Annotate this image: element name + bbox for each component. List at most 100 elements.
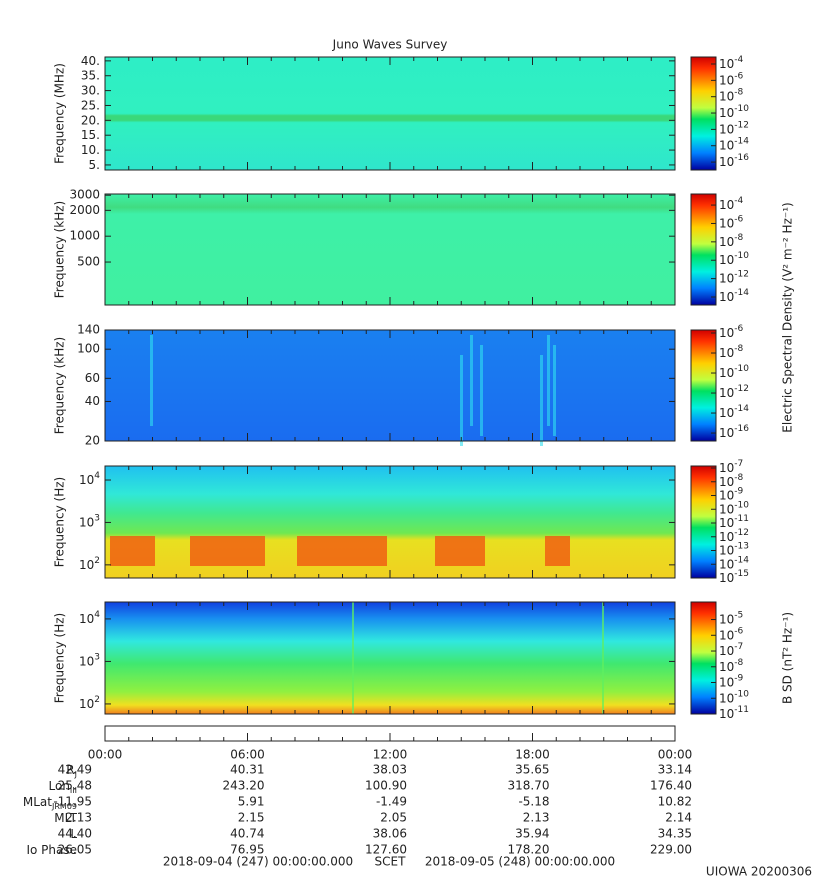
colorbar bbox=[690, 193, 717, 306]
y-tick-label: 100 bbox=[77, 342, 100, 356]
ephemeris-name-base: MLT bbox=[54, 811, 77, 825]
y-tick-label: 20. bbox=[81, 113, 100, 127]
y-tick-label-base: 10 bbox=[79, 557, 94, 571]
colorbar-tick-label-base: 10 bbox=[719, 691, 734, 705]
y-tick-label: 15. bbox=[81, 128, 100, 142]
y-tick-label: 40. bbox=[81, 53, 100, 67]
y-tick-label: 104 bbox=[79, 471, 100, 487]
y-tick-label-base: 25. bbox=[81, 98, 100, 112]
colorbar-tick-label-sup: -15 bbox=[734, 569, 749, 579]
colorbar-label: Electric Spectral Density (V² m⁻² Hz⁻¹) bbox=[781, 202, 795, 432]
y-tick-label: 103 bbox=[79, 513, 100, 529]
colorbar-tick-label-base: 10 bbox=[719, 386, 734, 400]
colorbar bbox=[690, 329, 717, 442]
colorbar-tick-label-base: 10 bbox=[719, 122, 734, 136]
colorbar-tick-label-sup: -8 bbox=[734, 232, 743, 242]
colorbar-tick-label-base: 10 bbox=[719, 346, 734, 360]
ephemeris-value: 2.13 bbox=[65, 811, 92, 825]
emission-spike bbox=[352, 602, 354, 714]
y-tick-label: 140 bbox=[77, 323, 100, 337]
colorbar-tick-label: 10-14 bbox=[719, 136, 749, 152]
ephemeris-value: 35.65 bbox=[515, 763, 549, 777]
colorbar-tick-label-sup: -6 bbox=[734, 71, 743, 81]
colorbar-tick-label-base: 10 bbox=[719, 516, 734, 530]
colorbar-tick-label-sup: -16 bbox=[734, 153, 749, 163]
y-tick-label: 1000 bbox=[69, 229, 100, 243]
emission-streak bbox=[540, 355, 543, 446]
colorbar-tick-label: 10-4 bbox=[719, 55, 744, 71]
colorbar-tick-label: 10-8 bbox=[719, 87, 744, 103]
colorbar-tick-label-base: 10 bbox=[719, 290, 734, 304]
y-tick-label-base: 15. bbox=[81, 128, 100, 142]
ephemeris-name-base: R bbox=[66, 763, 74, 777]
y-tick-label-base: 35. bbox=[81, 68, 100, 82]
x-tick-label: 00:00 bbox=[88, 748, 123, 762]
y-tick-label: 35. bbox=[81, 68, 100, 82]
colorbar-tick-label-sup: -5 bbox=[734, 610, 743, 620]
colorbar-tick-label-sup: -8 bbox=[734, 657, 743, 667]
y-tick-label: 10. bbox=[81, 143, 100, 157]
emission-streak bbox=[480, 345, 483, 436]
colorbar-tick-label: 10-15 bbox=[719, 569, 749, 585]
emission-band bbox=[545, 536, 570, 566]
colorbar-tick-label-sup: -7 bbox=[734, 642, 743, 652]
ephemeris-value: 40.31 bbox=[230, 763, 264, 777]
y-tick-label-base: 5. bbox=[89, 157, 100, 171]
colorbar-tick-label-sup: -10 bbox=[734, 364, 749, 374]
ephemeris-value: 34.35 bbox=[658, 827, 692, 841]
colorbar-tick-label-base: 10 bbox=[719, 138, 734, 152]
emission-band bbox=[297, 536, 387, 566]
colorbar-tick-label-sup: -4 bbox=[734, 196, 743, 206]
colorbar-tick-label: 10-11 bbox=[719, 514, 749, 530]
y-tick-label: 5. bbox=[89, 157, 100, 171]
ephemeris-value: -1.49 bbox=[376, 795, 407, 809]
spectrogram-image bbox=[105, 330, 675, 441]
y-tick-label: 104 bbox=[79, 609, 100, 625]
y-tick-label: 2000 bbox=[69, 203, 100, 217]
footer-scet: SCET bbox=[375, 855, 407, 869]
spectrogram-image bbox=[105, 602, 675, 714]
ephemeris-name: MLatJRM09 bbox=[23, 795, 77, 812]
y-tick-label: 500 bbox=[77, 255, 100, 269]
x-tick-label: 00:00 bbox=[658, 748, 693, 762]
emission-streak bbox=[460, 355, 463, 446]
colorbar-tick-label: 10-8 bbox=[719, 657, 744, 673]
emission-spike bbox=[602, 602, 604, 714]
colorbar-tick-label-sup: -12 bbox=[734, 269, 749, 279]
colorbar-tick-label-base: 10 bbox=[719, 529, 734, 543]
ephemeris-value: 42.49 bbox=[58, 763, 92, 777]
y-tick-label: 102 bbox=[79, 694, 100, 710]
colorbar-tick-label: 10-5 bbox=[719, 610, 743, 626]
ephemeris-value: 44.40 bbox=[58, 827, 92, 841]
y-tick-label-base: 10 bbox=[79, 473, 94, 487]
y-axis-label: Frequency (Hz) bbox=[53, 613, 67, 704]
ephemeris-name: Io Phase bbox=[26, 843, 77, 857]
colorbar-tick-label-base: 10 bbox=[719, 502, 734, 516]
footer-end: 2018-09-05 (248) 00:00:00.000 bbox=[425, 855, 615, 869]
colorbar-tick-label-base: 10 bbox=[719, 543, 734, 557]
ephemeris-value: 76.95 bbox=[230, 843, 264, 857]
ephemeris-name-base: Io Phase bbox=[26, 843, 77, 857]
colorbar-tick-label-sup: -12 bbox=[734, 527, 749, 537]
colorbar-tick-label: 10-9 bbox=[719, 486, 744, 502]
colorbar-tick-label-base: 10 bbox=[719, 612, 734, 626]
colorbar-tick-label-sup: -10 bbox=[734, 500, 749, 510]
colorbar-tick-label: 10-11 bbox=[719, 705, 749, 721]
colorbar-tick-label-sup: -9 bbox=[734, 673, 743, 683]
colorbar-tick-label: 10-16 bbox=[719, 424, 749, 440]
colorbar-tick-label-base: 10 bbox=[719, 366, 734, 380]
colorbar-tick-label-sup: -8 bbox=[734, 344, 743, 354]
y-tick-label-base: 10 bbox=[79, 515, 94, 529]
ephemeris-value: 100.90 bbox=[365, 779, 407, 793]
ephemeris-value: 35.94 bbox=[515, 827, 549, 841]
ephemeris-name: RJ bbox=[66, 763, 77, 780]
y-tick-label: 20 bbox=[85, 434, 100, 448]
colorbar-tick-label-sup: -10 bbox=[734, 251, 749, 261]
ephemeris-name-base: L bbox=[70, 827, 77, 841]
ephemeris-value: 5.91 bbox=[238, 795, 265, 809]
colorbar-tick-label-base: 10 bbox=[719, 675, 734, 689]
colorbar-tick-label-sup: -11 bbox=[734, 705, 749, 715]
colorbar-tick-label: 10-7 bbox=[719, 642, 743, 658]
emission-band bbox=[110, 536, 155, 566]
